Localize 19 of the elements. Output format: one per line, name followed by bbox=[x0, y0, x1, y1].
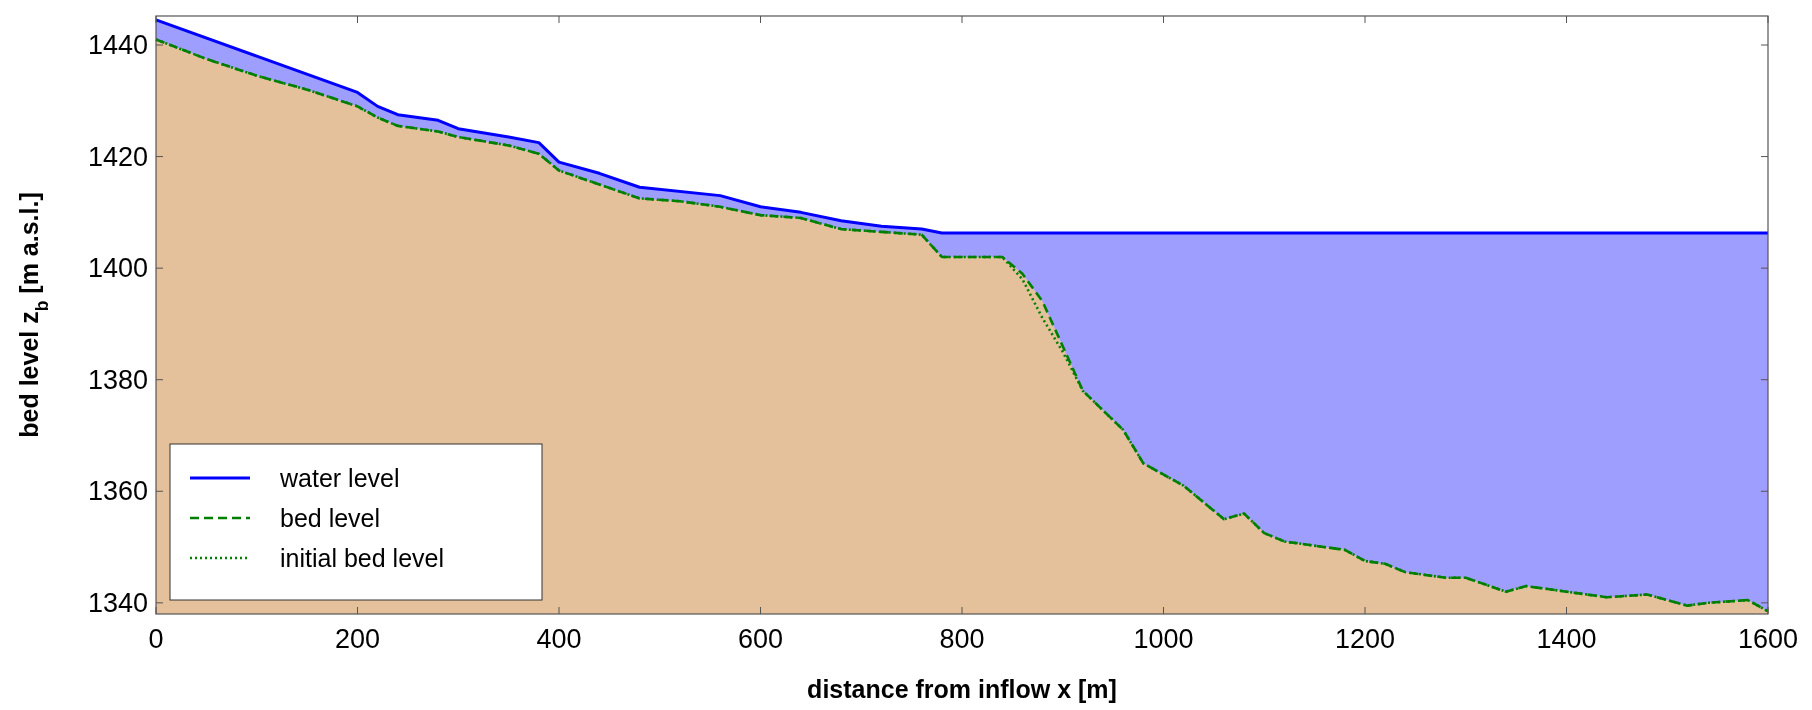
x-axis-title: distance from inflow x [m] bbox=[807, 675, 1117, 703]
legend-label: water level bbox=[279, 464, 400, 492]
x-tick-label: 1400 bbox=[1536, 624, 1597, 654]
y-tick-label: 1440 bbox=[87, 30, 148, 61]
y-tick-label: 1340 bbox=[87, 587, 148, 618]
x-tick-label: 800 bbox=[939, 624, 985, 654]
y-tick-label: 1380 bbox=[87, 364, 148, 395]
legend-label: initial bed level bbox=[280, 544, 444, 572]
x-tick-label: 1200 bbox=[1334, 624, 1396, 654]
y-tick-label: 1420 bbox=[87, 141, 148, 172]
y-tick-label: 1360 bbox=[87, 476, 148, 507]
x-tick-label: 200 bbox=[334, 624, 381, 654]
x-tick-label: 1000 bbox=[1133, 624, 1194, 654]
x-tick-label: 1600 bbox=[1737, 624, 1799, 654]
x-tick-label: 400 bbox=[536, 624, 582, 654]
x-tick-label: 600 bbox=[737, 624, 784, 654]
y-tick-label: 1400 bbox=[87, 253, 148, 284]
x-tick-label: 0 bbox=[148, 624, 164, 654]
legend-label: bed level bbox=[280, 504, 381, 532]
